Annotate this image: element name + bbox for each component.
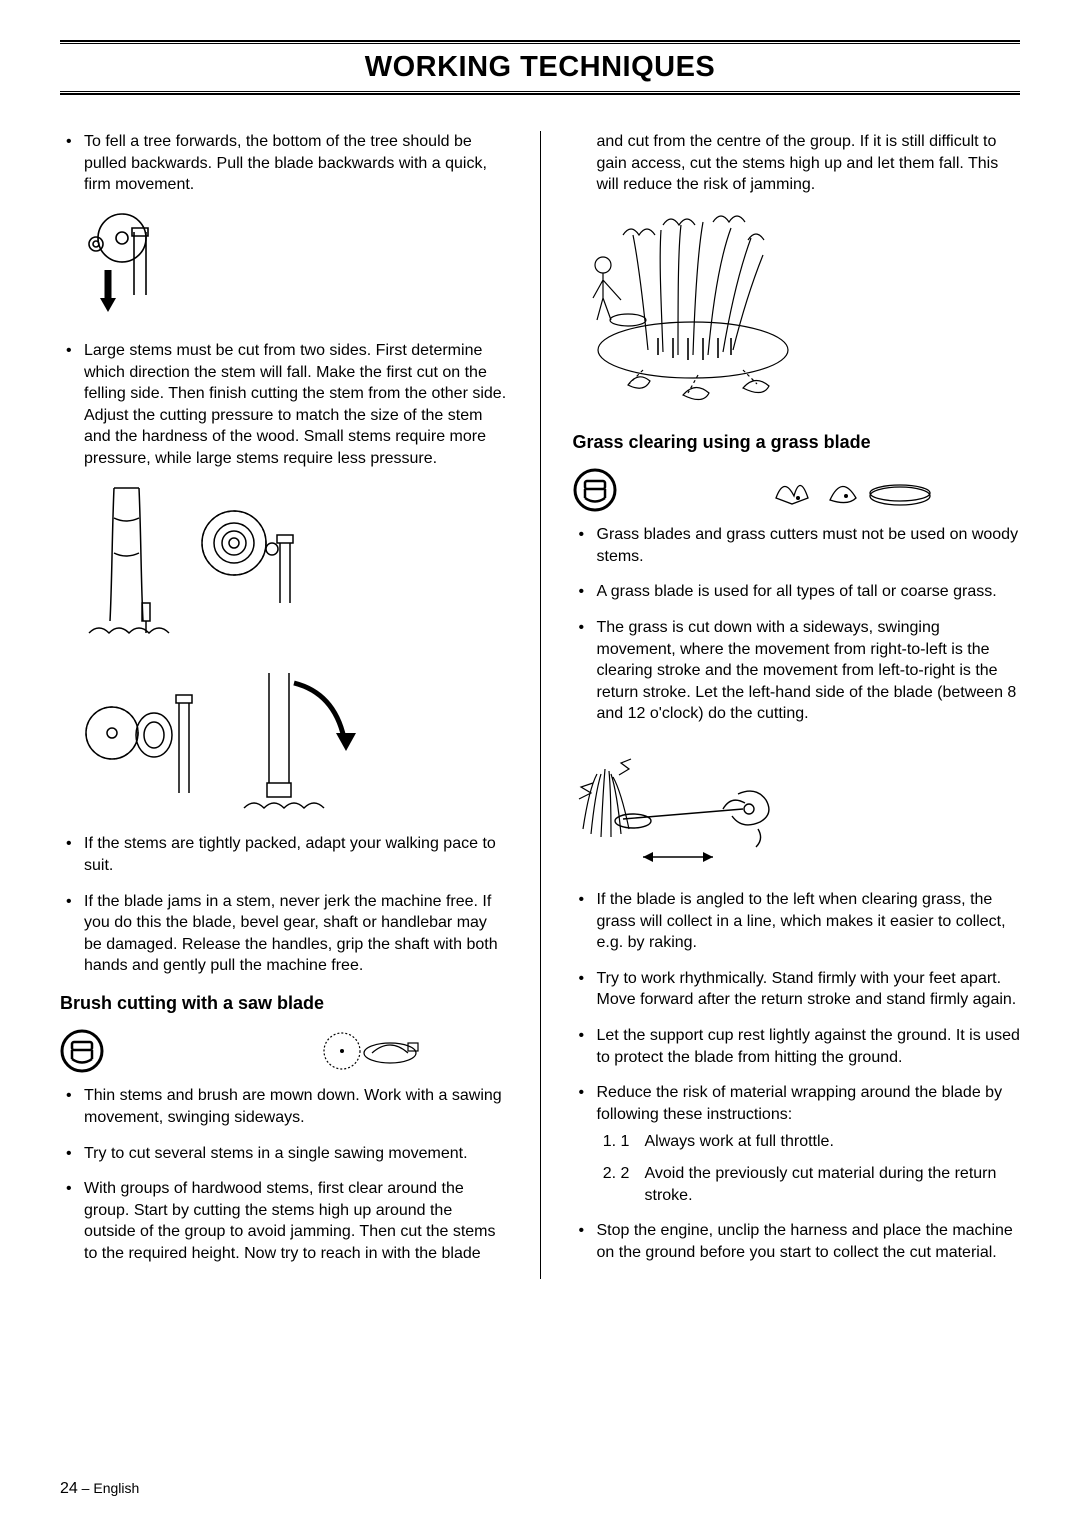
list-item: Large stems must be cut from two sides. … bbox=[60, 340, 508, 470]
bullet-list: Grass blades and grass cutters must not … bbox=[573, 524, 1021, 725]
list-item: If the stems are tightly packed, adapt y… bbox=[60, 833, 508, 876]
icon-row bbox=[573, 468, 1021, 512]
page-footer: 24 – English bbox=[60, 1478, 139, 1500]
list-item: If the blade jams in a stem, never jerk … bbox=[60, 891, 508, 977]
grass-blade-icon bbox=[770, 468, 940, 512]
section-heading-brush: Brush cutting with a saw blade bbox=[60, 991, 508, 1015]
footer-lang: English bbox=[93, 1480, 139, 1496]
list-item: The grass is cut down with a sideways, s… bbox=[573, 617, 1021, 725]
visor-icon bbox=[573, 468, 617, 512]
item-text: Avoid the previously cut material during… bbox=[645, 1165, 997, 1204]
numbered-item: 1 Always work at full throttle. bbox=[621, 1131, 1021, 1153]
left-column: To fell a tree forwards, the bottom of t… bbox=[60, 131, 508, 1278]
bullet-list: Thin stems and brush are mown down. Work… bbox=[60, 1085, 508, 1264]
title-rule: WORKING TECHNIQUES bbox=[60, 40, 1020, 95]
continuation-text: and cut from the centre of the group. If… bbox=[573, 131, 1021, 196]
list-item-text: Reduce the risk of material wrapping aro… bbox=[597, 1084, 1003, 1123]
section-heading-grass: Grass clearing using a grass blade bbox=[573, 430, 1021, 454]
visor-icon bbox=[60, 1029, 104, 1073]
illustration-two-side-cut bbox=[84, 483, 508, 813]
bullet-list: Stop the engine, unclip the harness and … bbox=[573, 1220, 1021, 1263]
illustration-bush-clearing bbox=[573, 210, 1021, 410]
list-item: To fell a tree forwards, the bottom of t… bbox=[60, 131, 508, 196]
right-column: and cut from the centre of the group. If… bbox=[573, 131, 1021, 1278]
list-item: Grass blades and grass cutters must not … bbox=[573, 524, 1021, 567]
list-item: A grass blade is used for all types of t… bbox=[573, 581, 1021, 603]
page-title: WORKING TECHNIQUES bbox=[60, 48, 1020, 87]
footer-sep: – bbox=[78, 1480, 94, 1496]
illustration-swing bbox=[573, 739, 1021, 869]
list-item: Try to work rhythmically. Stand firmly w… bbox=[573, 968, 1021, 1011]
list-item: Reduce the risk of material wrapping aro… bbox=[573, 1082, 1021, 1206]
bullet-list: To fell a tree forwards, the bottom of t… bbox=[60, 131, 508, 196]
list-item: Try to cut several stems in a single saw… bbox=[60, 1143, 508, 1165]
bullet-list: If the blade is angled to the left when … bbox=[573, 889, 1021, 1206]
numbered-item: 2 Avoid the previously cut material duri… bbox=[621, 1163, 1021, 1206]
list-item: Thin stems and brush are mown down. Work… bbox=[60, 1085, 508, 1128]
two-column-layout: To fell a tree forwards, the bottom of t… bbox=[60, 131, 1020, 1278]
bullet-list: Large stems must be cut from two sides. … bbox=[60, 340, 508, 470]
list-item: With groups of hardwood stems, first cle… bbox=[60, 1178, 508, 1264]
icon-row bbox=[60, 1029, 508, 1073]
blade-top-icon bbox=[318, 1029, 428, 1073]
list-item: Stop the engine, unclip the harness and … bbox=[573, 1220, 1021, 1263]
column-divider bbox=[540, 131, 541, 1278]
list-item: Let the support cup rest lightly against… bbox=[573, 1025, 1021, 1068]
item-number: 2 bbox=[621, 1163, 630, 1185]
item-number: 1 bbox=[621, 1131, 630, 1153]
numbered-list: 1 Always work at full throttle. 2 Avoid … bbox=[621, 1131, 1021, 1206]
item-text: Always work at full throttle. bbox=[645, 1133, 834, 1150]
bullet-list: If the stems are tightly packed, adapt y… bbox=[60, 833, 508, 977]
illustration-felling bbox=[84, 210, 508, 320]
list-item: If the blade is angled to the left when … bbox=[573, 889, 1021, 954]
page-number: 24 bbox=[60, 1480, 78, 1497]
title-inner: WORKING TECHNIQUES bbox=[60, 43, 1020, 92]
